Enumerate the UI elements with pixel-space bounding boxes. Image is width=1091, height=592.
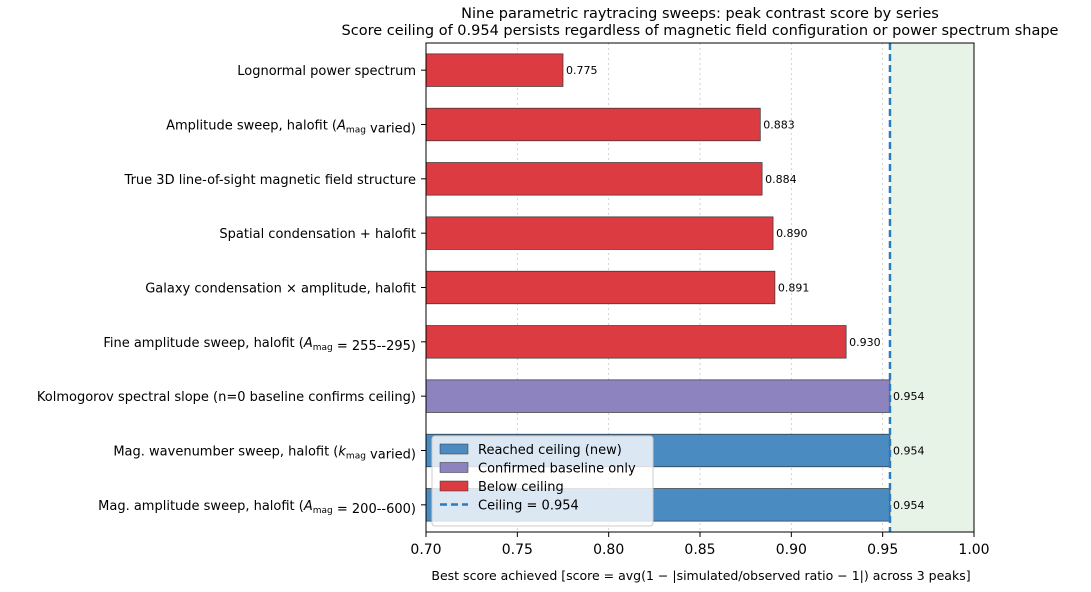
legend-label: Below ceiling [478, 480, 564, 495]
data-label: 0.954 [893, 390, 925, 403]
category-label-part: A [303, 499, 313, 514]
bar [425, 325, 847, 359]
bar [425, 270, 776, 305]
plot-area: 0.70 0.75 0.80 0.85 0.90 0.95 1.00 0.775 Lognorm… [37, 42, 990, 558]
data-label: 0.883 [763, 119, 795, 132]
x-tick-label: 0.85 [684, 542, 715, 558]
legend: Reached ceiling (new) Confirmed baseline … [431, 435, 654, 527]
category-label: Amplitude sweep, halofit (Amag varied) [166, 119, 416, 137]
data-label: 0.891 [778, 282, 810, 295]
category-label-part: mag [346, 452, 366, 462]
bar [425, 107, 761, 142]
category-label-part: A [303, 336, 313, 351]
chart-title: Nine parametric raytracing sweeps: peak … [461, 6, 939, 22]
category-label-part: = 255--295) [333, 339, 416, 354]
category-label: Fine amplitude sweep, halofit (Amag = 25… [103, 336, 416, 354]
legend-swatch [439, 480, 469, 492]
x-tick-label: 0.95 [867, 542, 898, 558]
category-label-part: varied) [366, 122, 416, 137]
category-label-part: varied) [366, 448, 416, 463]
bar [425, 379, 891, 413]
ceiling-region [889, 43, 974, 532]
data-label: 0.954 [893, 499, 925, 512]
data-label: 0.890 [776, 227, 808, 240]
x-tick-label: 0.80 [593, 542, 624, 558]
category-label-part: = 200--600) [333, 502, 416, 517]
category-label: Mag. wavenumber sweep, halofit (kmag var… [113, 445, 416, 463]
category-label: Spatial condensation + halofit [219, 227, 416, 242]
legend-label: Confirmed baseline only [478, 462, 636, 477]
chart-subtitle: Score ceiling of 0.954 persists regardle… [342, 23, 1059, 39]
bar [425, 216, 774, 250]
legend-label: Reached ceiling (new) [478, 443, 622, 458]
x-tick-label: 0.90 [776, 542, 807, 558]
data-label: 0.775 [566, 64, 598, 77]
category-label-part: Mag. wavenumber sweep, halofit ( [113, 445, 338, 460]
axes-frame [425, 42, 975, 533]
category-label-part: mag [346, 126, 366, 136]
legend-swatch [439, 443, 469, 455]
category-label: Lognormal power spectrum [237, 64, 416, 79]
category-label-part: Mag. amplitude sweep, halofit ( [98, 499, 304, 514]
bar [425, 53, 564, 87]
x-tick-label: 0.75 [502, 542, 533, 558]
data-label: 0.930 [849, 336, 881, 349]
legend-swatch [439, 462, 469, 473]
category-label-part: mag [313, 506, 333, 516]
category-label-part: k [338, 445, 346, 460]
category-label: Mag. amplitude sweep, halofit (Amag = 20… [98, 499, 416, 517]
data-label: 0.954 [893, 445, 925, 458]
x-tick-label: 1.00 [958, 542, 989, 558]
category-label: Kolmogorov spectral slope (n=0 baseline … [37, 390, 416, 405]
data-label: 0.884 [765, 173, 797, 186]
x-axis-label: Best score achieved [score = avg(1 − |si… [431, 568, 970, 583]
x-tick-label: 0.70 [410, 542, 441, 558]
category-label: Galaxy condensation × amplitude, halofit [145, 282, 416, 297]
category-label-part: Amplitude sweep, halofit ( [166, 119, 337, 134]
bar [425, 162, 763, 196]
category-label-part: Fine amplitude sweep, halofit ( [103, 336, 304, 351]
category-label-part: mag [313, 343, 333, 353]
category-label-part: A [336, 119, 346, 134]
legend-box [431, 435, 654, 527]
legend-label: Ceiling = 0.954 [478, 499, 579, 514]
category-label: True 3D line-of-sight magnetic field str… [124, 173, 416, 188]
